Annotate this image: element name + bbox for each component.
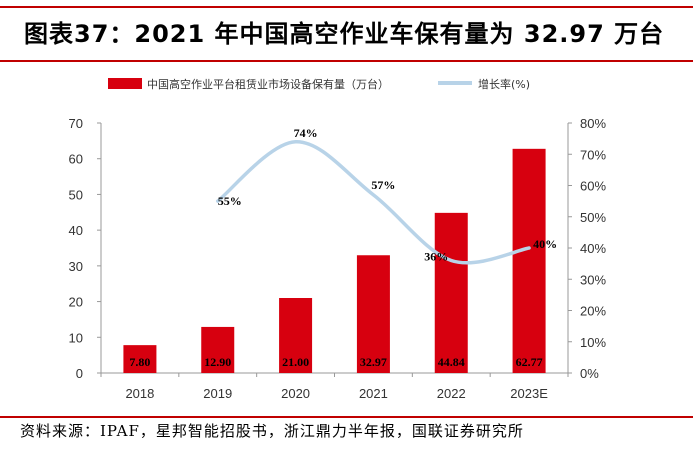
x-tick-label: 2019 [203,386,232,401]
y-left-tick-label: 0 [76,366,83,381]
y-left-tick-label: 40 [69,223,83,238]
title-rule-bottom [0,60,693,62]
y-left-tick-label: 20 [69,295,83,310]
bar [434,212,468,373]
y-right-tick-label: 70% [580,147,606,162]
x-tick-label: 2020 [281,386,310,401]
y-right-tick-label: 40% [580,241,606,256]
source-rule [0,416,693,418]
y-right-tick-label: 10% [580,335,606,350]
bar-value-label: 7.80 [129,355,150,369]
x-tick-label: 2018 [125,386,154,401]
y-left-tick-label: 50 [69,187,83,202]
bar-value-label: 62.77 [516,355,543,369]
x-tick-label: 2022 [437,386,466,401]
y-right-tick-label: 20% [580,304,606,319]
y-right-tick-label: 0% [580,366,599,381]
growth-rate-line [216,139,531,265]
y-left-tick-label: 60 [69,152,83,167]
line-value-label: 74% [294,126,318,140]
combo-chart: 中国高空作业平台租赁业市场设备保有量（万台） 增长率(%) 0 10 20 30 40 50 6… [69,77,607,401]
bar-value-label: 44.84 [438,355,465,369]
page-title: 图表37：2021 年中国高空作业车保有量为 32.97 万台 [24,20,665,48]
legend-swatch-bar [108,78,142,89]
y-right-tick-label: 80% [580,116,606,131]
bar [123,345,157,373]
x-tick-label: 2023E [510,386,548,401]
y-right-tick-label: 50% [580,210,606,225]
bar-value-label: 21.00 [282,355,309,369]
bar [356,255,390,373]
source-note: 资料来源：IPAF，星邦智能招股书，浙江鼎力半年报，国联证券研究所 [20,422,524,440]
y-right-tick-label: 30% [580,272,606,287]
line-value-label: 40% [533,237,557,251]
title-bar: 图表37：2021 年中国高空作业车保有量为 32.97 万台 [0,0,693,62]
y-left-tick-label: 70 [69,116,83,131]
line-value-label: 36% [424,250,448,264]
x-tick-label: 2021 [359,386,388,401]
bar [279,298,313,373]
title-rule-top [0,6,693,8]
line-value-label: 55% [218,194,242,208]
bar [201,326,235,373]
line-value-label: 57% [371,178,395,192]
y-right-tick-label: 60% [580,179,606,194]
bar-value-label: 12.90 [204,355,231,369]
legend-label-bar: 中国高空作业平台租赁业市场设备保有量（万台） [147,77,389,91]
bar [512,148,546,373]
legend-label-line: 增长率(%) [478,77,530,91]
y-left-tick-label: 30 [69,259,83,274]
y-left-tick-label: 10 [69,330,83,345]
bar-value-label: 32.97 [360,355,387,369]
